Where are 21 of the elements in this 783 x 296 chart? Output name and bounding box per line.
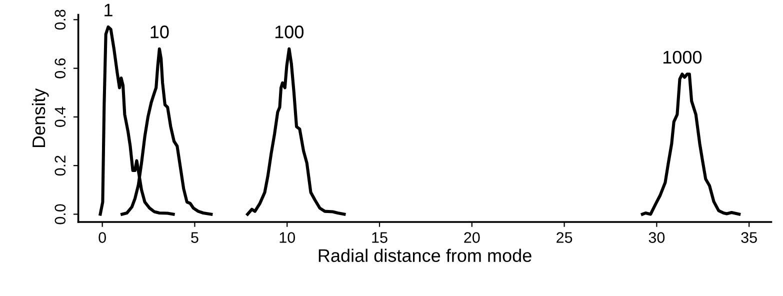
y-tick-label: 0.8 [54,10,66,30]
y-tick-label: 0.0 [54,204,66,224]
x-tick-label: 30 [648,232,665,243]
x-axis-title: Radial distance from mode [318,248,532,262]
x-tick-label: 10 [280,232,296,243]
y-axis-title: Density [32,88,49,148]
y-tick-label: 0.6 [54,58,66,78]
series-label: 10 [150,26,169,38]
series-label: 100 [275,26,304,38]
x-tick-label: 35 [741,232,757,243]
line-series [640,72,741,216]
series-label: 1000 [663,50,702,64]
x-tick-label: 0 [98,232,106,243]
x-tick-label: 5 [191,232,198,243]
x-tick-label: 15 [372,232,388,243]
y-tick-label: 0.4 [54,106,66,127]
line-series [246,47,346,216]
y-tick-label: 0.2 [54,156,66,176]
x-tick-label: 20 [464,232,480,243]
x-tick-label: 25 [556,232,572,243]
series-label: 1 [104,4,112,16]
